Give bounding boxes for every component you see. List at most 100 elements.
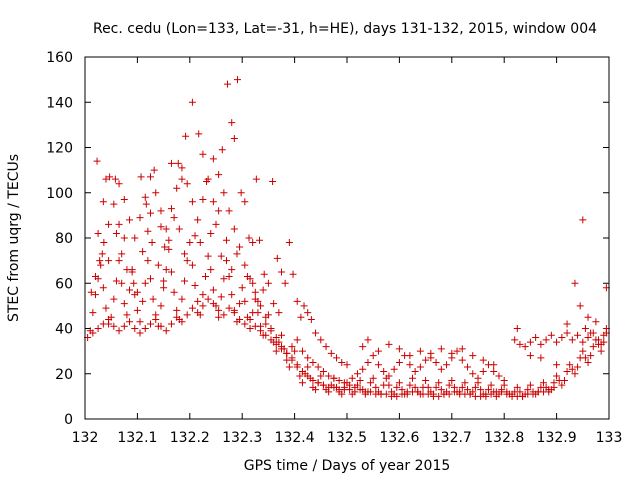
data-point	[335, 377, 343, 385]
data-point	[435, 392, 443, 400]
data-point	[411, 367, 419, 375]
data-point	[288, 356, 296, 364]
data-point	[464, 363, 472, 371]
data-point	[112, 277, 120, 285]
data-point	[372, 383, 380, 391]
data-point	[162, 266, 170, 274]
data-point	[343, 361, 351, 369]
data-point	[215, 313, 223, 321]
data-point	[500, 377, 508, 385]
data-point	[241, 320, 249, 328]
y-tick-label: 140	[46, 95, 73, 111]
data-point	[403, 390, 411, 398]
data-point	[141, 279, 149, 287]
data-point	[278, 331, 285, 339]
y-tick-label: 60	[55, 276, 73, 292]
data-point	[526, 352, 534, 360]
data-point	[147, 275, 154, 283]
data-point	[576, 302, 584, 310]
data-point	[550, 383, 558, 391]
data-point	[269, 177, 277, 185]
data-point	[581, 354, 589, 362]
data-point	[144, 257, 152, 265]
data-point	[327, 349, 335, 357]
data-point	[537, 354, 545, 362]
data-point	[545, 386, 553, 394]
data-point	[369, 374, 377, 382]
data-point	[589, 343, 597, 351]
data-point	[222, 236, 230, 244]
data-point	[102, 175, 110, 183]
data-point	[161, 243, 169, 251]
data-point	[285, 239, 293, 247]
data-point	[508, 390, 516, 398]
data-point	[293, 336, 301, 344]
data-point	[319, 367, 327, 375]
data-point	[309, 358, 317, 366]
data-point	[487, 381, 495, 389]
x-axis-label: GPS time / Days of year 2015	[244, 458, 451, 474]
data-point	[359, 343, 367, 351]
data-point	[296, 372, 304, 380]
data-point	[254, 297, 262, 305]
data-point	[126, 318, 134, 326]
data-point	[356, 377, 364, 385]
data-point	[432, 383, 440, 391]
data-point	[298, 367, 306, 375]
data-point	[94, 325, 102, 332]
data-point	[220, 311, 228, 319]
y-axis-label: STEC from uqrg / TECUs	[6, 154, 22, 322]
data-point	[330, 374, 338, 382]
data-point	[98, 250, 106, 258]
y-tick-label: 160	[46, 50, 73, 66]
data-point	[167, 159, 175, 167]
data-point	[160, 277, 168, 285]
data-point	[204, 295, 212, 303]
data-point	[312, 329, 320, 337]
data-point	[367, 388, 375, 396]
data-point	[207, 266, 215, 274]
data-point	[170, 288, 178, 296]
data-point	[215, 306, 223, 314]
data-point	[209, 155, 217, 163]
data-point	[262, 331, 270, 339]
data-point	[194, 309, 202, 317]
data-point	[414, 388, 422, 396]
data-point	[167, 320, 175, 328]
data-point	[385, 381, 393, 389]
data-point	[141, 325, 149, 332]
data-point	[183, 180, 191, 188]
x-tick-label: 132.4	[275, 430, 315, 446]
data-point	[314, 363, 322, 371]
data-point	[511, 336, 519, 344]
data-point	[479, 367, 487, 375]
data-point	[553, 338, 561, 346]
data-point	[563, 320, 571, 328]
data-point	[340, 386, 348, 394]
data-point	[149, 295, 157, 303]
data-point	[445, 390, 453, 398]
data-point	[241, 198, 249, 206]
data-point	[571, 279, 579, 287]
data-point	[233, 76, 241, 84]
y-axis: 0 20 40 60 80 100 120 140 160	[46, 50, 609, 428]
data-point	[254, 309, 262, 317]
data-point	[118, 279, 126, 287]
data-point	[183, 257, 191, 265]
data-point	[120, 300, 128, 308]
data-point	[600, 331, 608, 339]
data-point	[338, 358, 346, 366]
data-point	[427, 354, 435, 362]
data-point	[147, 320, 154, 328]
data-point	[445, 381, 453, 389]
data-point	[540, 388, 547, 396]
data-point	[519, 392, 527, 400]
data-point	[230, 225, 238, 233]
data-point	[217, 252, 225, 260]
data-point	[94, 229, 102, 237]
data-point	[246, 325, 254, 332]
data-point	[542, 336, 550, 344]
data-point	[188, 261, 196, 269]
data-point	[183, 311, 191, 319]
